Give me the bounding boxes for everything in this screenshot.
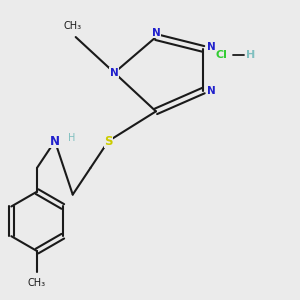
Text: N: N: [207, 42, 215, 52]
Text: N: N: [152, 28, 160, 38]
Text: N: N: [110, 68, 119, 78]
Text: H: H: [246, 50, 256, 60]
Text: CH₃: CH₃: [64, 20, 82, 31]
Text: H: H: [68, 133, 75, 143]
Text: CH₃: CH₃: [28, 278, 46, 288]
Text: N: N: [50, 135, 60, 148]
Text: Cl: Cl: [215, 50, 227, 60]
Text: N: N: [207, 85, 215, 96]
Text: S: S: [104, 135, 112, 148]
